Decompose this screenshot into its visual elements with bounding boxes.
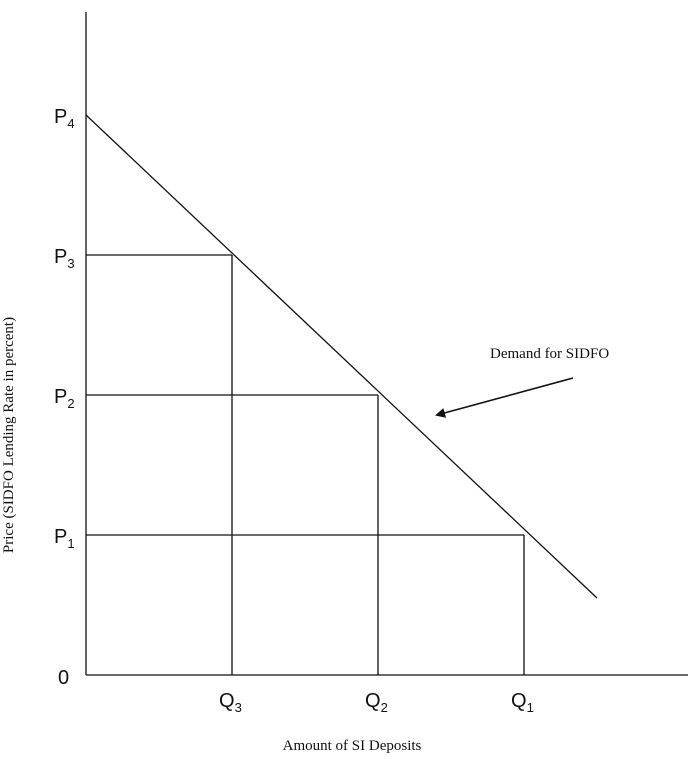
x-tick-label-q3: Q3 (219, 690, 242, 715)
demand-curve-line (85, 114, 598, 599)
y-axis-label: Price (SIDFO Lending Rate in percent) (1, 317, 17, 553)
origin-label: 0 (58, 667, 69, 689)
demand-annotation-arrow (435, 377, 574, 418)
y-tick-label-p4: P4 (54, 106, 75, 131)
x-tick-label-q2: Q2 (365, 690, 388, 715)
y-tick-labels: P1 P2 P3 P4 (54, 106, 75, 551)
x-axis-label: Amount of SI Deposits (283, 738, 422, 754)
y-tick-label-p2: P2 (54, 386, 75, 411)
y-tick-label-p1: P1 (54, 526, 75, 551)
y-tick-label-p3: P3 (54, 246, 75, 271)
demand-annotation-label: Demand for SIDFO (490, 346, 609, 362)
x-tick-label-q1: Q1 (511, 690, 534, 715)
x-tick-labels: Q3 Q2 Q1 (219, 690, 534, 715)
guide-lines (86, 254, 525, 675)
